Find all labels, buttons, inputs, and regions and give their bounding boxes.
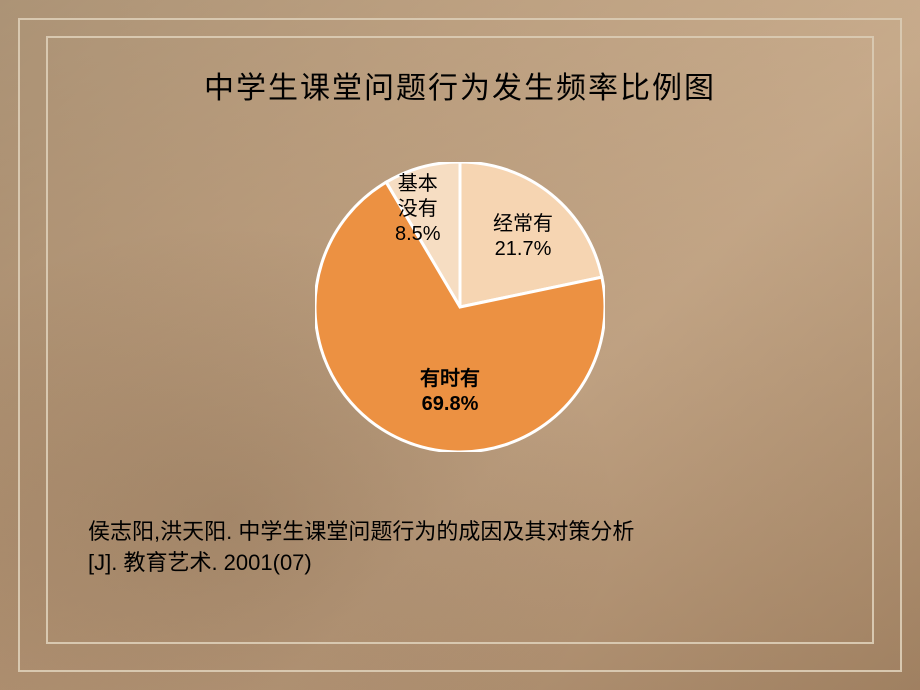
label-value: 8.5%	[395, 223, 441, 245]
label-text: 没有	[398, 198, 438, 220]
slice-label-often: 经常有 21.7%	[493, 212, 553, 262]
citation-line: [J]. 教育艺术. 2001(07)	[88, 550, 312, 575]
pie-chart-container: 基本 没有 8.5% 经常有 21.7% 有时有 69.8%	[88, 107, 832, 507]
chart-title: 中学生课堂问题行为发生频率比例图	[88, 63, 832, 107]
pie-chart: 基本 没有 8.5% 经常有 21.7% 有时有 69.8%	[315, 162, 605, 452]
label-text: 经常有	[493, 213, 553, 235]
label-text: 有时有	[420, 368, 480, 390]
label-text: 基本	[398, 173, 438, 195]
slice-label-basically-none: 基本 没有 8.5%	[395, 172, 441, 247]
citation-text: 侯志阳,洪天阳. 中学生课堂问题行为的成因及其对策分析 [J]. 教育艺术. 2…	[88, 517, 832, 579]
slice-label-sometimes: 有时有 69.8%	[420, 367, 480, 417]
inner-border: 中学生课堂问题行为发生频率比例图 基本 没有 8.5% 经常有 21.7% 有时…	[46, 36, 874, 644]
citation-line: 侯志阳,洪天阳. 中学生课堂问题行为的成因及其对策分析	[88, 519, 634, 544]
label-value: 69.8%	[422, 393, 479, 415]
label-value: 21.7%	[495, 238, 552, 260]
